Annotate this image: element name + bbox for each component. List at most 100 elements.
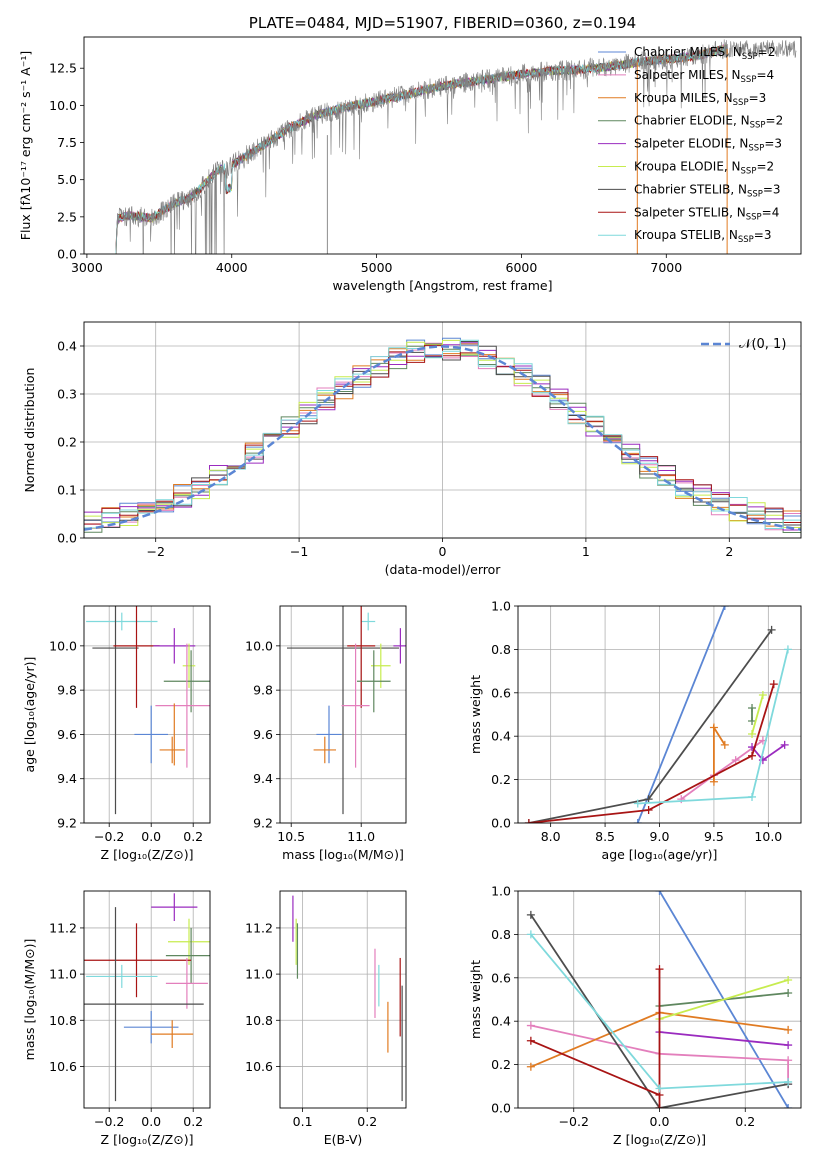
x-tick-label: −2: [146, 544, 164, 559]
plot-area: [526, 891, 793, 1108]
chart-ebv_mass: 0.1 0.2 10.6 10.8 11.0 11.2 E(B-V): [245, 890, 407, 1147]
legend-subscript: SSP: [738, 235, 754, 245]
legend-tail: =3: [764, 137, 782, 151]
observed-spectrum: [115, 39, 797, 254]
weight-line-s_elodie: [659, 1031, 789, 1046]
y-tick-label: 1.0: [491, 884, 511, 899]
y-tick-label: 0.2: [57, 435, 77, 450]
y-tick-label: 7.5: [57, 135, 77, 150]
legend-entry: Kroupa ELODIE, NSSP=2: [634, 160, 774, 177]
y-tick-label: 9.4: [57, 771, 77, 786]
x-tick-label: −0.2: [559, 1114, 589, 1129]
x-tick-label: 11.0: [347, 829, 375, 844]
y-tick-label: 9.2: [253, 816, 273, 831]
plot-area: [115, 39, 797, 254]
weight-marker-c_miles: [633, 819, 642, 823]
weight-marker-c_miles: [720, 606, 729, 610]
legend-entry: Chabrier ELODIE, NSSP=2: [634, 114, 783, 131]
x-axis-label: (data-model)/error: [385, 562, 502, 577]
y-tick-label: 0.6: [491, 685, 511, 700]
weight-marker-k_stelib: [748, 792, 757, 801]
x-tick-label: 5000: [361, 260, 393, 275]
axes-frame: [517, 605, 802, 824]
weight-marker-k_miles: [526, 1062, 535, 1071]
y-tick-label: 0.4: [491, 1014, 511, 1029]
plot-area: [84, 337, 801, 533]
weight-line-s_stelib: [528, 683, 775, 823]
legend-tail: =2: [756, 160, 774, 174]
weight-marker-c_elodie: [784, 988, 793, 997]
chart-z_weight: −0.2 0.0 0.2 0.0 0.2 0.4 0.6 0.8 1.0 Z [log₁₀(Z/Z…: [468, 884, 802, 1147]
y-tick-label: 11.2: [49, 920, 77, 935]
y-tick-label: 10.0: [49, 98, 77, 113]
x-tick-label: 10.0: [754, 829, 782, 844]
x-axis-label: age [log₁₀(age/yr)]: [602, 847, 718, 862]
x-tick-label: 8.0: [541, 829, 561, 844]
weight-line-s_stelib: [530, 969, 661, 1108]
x-tick-label: 0.2: [183, 829, 203, 844]
legend-entry: Chabrier STELIB, NSSP=3: [634, 182, 781, 199]
y-tick-label: 0.1: [57, 483, 77, 498]
axes-frame: [517, 890, 802, 1109]
chart-z_mass: −0.2 0.0 0.2 10.6 10.8 11.0 11.2 Z [log₁₀(Z/Z⊙)…: [22, 890, 211, 1147]
plot-area: [287, 606, 406, 815]
y-tick-label: 0.2: [491, 1057, 511, 1072]
x-tick-label: 1: [582, 544, 590, 559]
legend-subscript: SSP: [733, 98, 749, 108]
plot-area: [524, 606, 792, 823]
legend-tail: =2: [766, 114, 784, 128]
y-tick-label: 0.3: [57, 387, 77, 402]
axes-frame: [279, 890, 407, 1109]
legend-entry: Salpeter ELODIE, NSSP=3: [634, 137, 782, 154]
y-tick-label: 10.6: [245, 1059, 273, 1074]
x-axis-label: mass [log₁₀(M/M⊙)]: [282, 847, 404, 862]
y-axis-label: mass [log₁₀(M/M⊙)]: [22, 939, 37, 1061]
y-tick-label: 0.0: [491, 1101, 511, 1116]
y-tick-label: 0.0: [57, 247, 77, 262]
y-tick-label: 10.0: [245, 638, 273, 653]
x-tick-label: 0.0: [650, 1114, 670, 1129]
weight-line-c_stelib: [530, 914, 789, 1108]
y-axis-label: Flux [fλ10⁻¹⁷ erg cm⁻² s⁻¹ A⁻¹]: [18, 51, 33, 240]
weight-marker-s_stelib: [644, 805, 653, 814]
weight-marker-s_elodie: [780, 740, 789, 749]
y-tick-label: 10.6: [49, 1059, 77, 1074]
y-tick-label: 11.0: [49, 967, 77, 982]
y-tick-label: 9.6: [253, 727, 273, 742]
legend-entry: Kroupa STELIB, NSSP=3: [634, 228, 772, 245]
legend-subscript: SSP: [746, 212, 762, 222]
x-tick-label: 0: [439, 544, 447, 559]
x-tick-label: 7000: [650, 260, 682, 275]
histogram-k_stelib: [84, 339, 801, 529]
weight-line-c_miles: [636, 606, 726, 823]
x-tick-label: −0.2: [94, 829, 124, 844]
y-tick-label: 10.8: [49, 1013, 77, 1028]
weight-marker-k_stelib: [784, 1077, 793, 1086]
y-tick-label: 0.2: [491, 772, 511, 787]
legend-entry: Salpeter STELIB, NSSP=4: [634, 205, 779, 222]
weight-marker-s_stelib: [524, 819, 533, 823]
weight-marker-s_miles: [731, 756, 740, 765]
y-tick-label: 5.0: [57, 172, 77, 187]
weight-line-k_elodie: [659, 979, 789, 1020]
y-axis-label: mass weight: [468, 960, 483, 1039]
x-axis-label: Z [log₁₀(Z/Z⊙)]: [613, 1132, 706, 1147]
x-tick-label: 9.5: [704, 829, 724, 844]
y-tick-label: 0.0: [491, 816, 511, 831]
legend-entry: Salpeter MILES, NSSP=4: [634, 68, 774, 85]
legend-tail: =4: [762, 205, 780, 219]
weight-marker-k_miles: [709, 777, 718, 786]
x-tick-label: 0.2: [357, 1114, 377, 1129]
weight-marker-s_miles: [526, 1021, 535, 1030]
y-tick-label: 10.8: [245, 1013, 273, 1028]
y-tick-label: 9.8: [253, 683, 273, 698]
x-axis-label: wavelength [Angstrom, rest frame]: [332, 278, 552, 293]
weight-marker-k_stelib: [655, 1084, 664, 1093]
y-tick-label: 12.5: [49, 61, 77, 76]
x-tick-label: 0.2: [183, 1114, 203, 1129]
y-tick-label: 11.2: [245, 920, 273, 935]
axes-frame: [83, 605, 211, 824]
y-tick-label: 0.4: [57, 339, 77, 354]
y-tick-label: 0.8: [491, 642, 511, 657]
